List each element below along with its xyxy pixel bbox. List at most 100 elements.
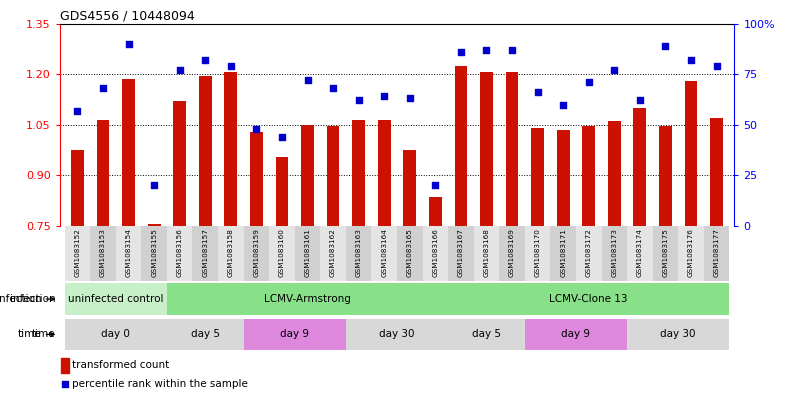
Text: GSM1083156: GSM1083156 (177, 228, 183, 277)
Bar (64, 283, 167, 315)
Point (327, 85, 340, 92)
Text: GSM1083175: GSM1083175 (662, 228, 669, 277)
Point (634, 97, 646, 104)
Text: GSM1083174: GSM1083174 (637, 228, 643, 277)
Bar (326, 127, 340, 226)
Text: GDS4556 / 10448094: GDS4556 / 10448094 (60, 9, 195, 22)
Text: GSM1083152: GSM1083152 (75, 228, 80, 277)
Text: day 5: day 5 (191, 329, 220, 340)
Text: GSM1083157: GSM1083157 (202, 228, 208, 277)
Text: GSM1083153: GSM1083153 (100, 228, 106, 277)
Text: day 9: day 9 (561, 329, 591, 340)
Bar (710, 118, 723, 226)
Bar (167, 226, 192, 281)
Bar (71, 150, 84, 226)
Text: GSM1083176: GSM1083176 (688, 228, 694, 277)
Bar (244, 319, 346, 350)
Bar (97, 120, 110, 226)
Bar (378, 120, 391, 226)
Bar (627, 226, 653, 281)
Text: GSM1083154: GSM1083154 (125, 228, 132, 277)
Bar (244, 226, 269, 281)
Bar (173, 101, 186, 226)
Text: GSM1083168: GSM1083168 (484, 228, 489, 277)
Bar (250, 132, 263, 226)
Point (276, 134, 288, 140)
Point (353, 97, 365, 104)
Point (378, 93, 391, 99)
Bar (582, 127, 596, 226)
Text: day 30: day 30 (661, 329, 696, 340)
Text: GSM1083160: GSM1083160 (279, 228, 285, 277)
Point (71, 107, 84, 114)
Bar (276, 157, 288, 226)
Text: GSM1083177: GSM1083177 (714, 228, 719, 277)
Text: GSM1083170: GSM1083170 (534, 228, 541, 277)
Bar (61, 358, 68, 373)
Bar (684, 81, 697, 226)
Point (403, 95, 416, 102)
Point (531, 89, 544, 95)
Point (582, 79, 595, 85)
Text: day 5: day 5 (472, 329, 501, 340)
Text: LCMV-Armstrong: LCMV-Armstrong (264, 294, 351, 304)
Text: GSM1083173: GSM1083173 (611, 228, 617, 277)
Bar (659, 127, 672, 226)
Bar (64, 319, 167, 350)
Bar (506, 72, 518, 226)
Point (148, 182, 160, 189)
Point (684, 57, 697, 63)
Text: LCMV-Clone 13: LCMV-Clone 13 (549, 294, 628, 304)
Text: day 9: day 9 (280, 329, 309, 340)
Text: infection: infection (0, 294, 41, 304)
Text: GSM1083166: GSM1083166 (433, 228, 438, 277)
Bar (64, 226, 91, 281)
Text: GSM1083161: GSM1083161 (305, 228, 310, 277)
Point (506, 47, 518, 53)
Bar (608, 121, 621, 226)
Text: uninfected control: uninfected control (68, 294, 164, 304)
Bar (141, 226, 167, 281)
Bar (320, 226, 346, 281)
Text: GSM1083159: GSM1083159 (253, 228, 260, 277)
Bar (474, 226, 499, 281)
Bar (422, 226, 448, 281)
Text: GSM1083163: GSM1083163 (356, 228, 361, 277)
Bar (122, 79, 135, 226)
Text: GSM1083158: GSM1083158 (228, 228, 233, 277)
Bar (148, 224, 160, 226)
Point (199, 57, 212, 63)
Bar (397, 226, 422, 281)
Point (97, 85, 110, 92)
Bar (225, 72, 237, 226)
Text: GSM1083165: GSM1083165 (407, 228, 413, 277)
Point (608, 67, 621, 73)
Point (429, 182, 441, 189)
Text: time: time (18, 329, 41, 340)
Bar (353, 120, 365, 226)
Bar (602, 226, 627, 281)
Bar (634, 108, 646, 226)
Text: GSM1083164: GSM1083164 (381, 228, 387, 277)
Bar (557, 130, 569, 226)
Point (301, 77, 314, 83)
Bar (403, 150, 416, 226)
Bar (448, 319, 525, 350)
Text: percentile rank within the sample: percentile rank within the sample (72, 379, 249, 389)
Bar (192, 226, 218, 281)
Bar (218, 226, 244, 281)
Bar (269, 226, 295, 281)
Bar (429, 197, 441, 226)
Text: infection: infection (10, 294, 56, 304)
Point (659, 43, 672, 49)
Bar (301, 125, 314, 226)
Bar (167, 319, 244, 350)
Bar (678, 226, 703, 281)
Bar (91, 226, 116, 281)
Bar (653, 226, 678, 281)
Text: GSM1083162: GSM1083162 (330, 228, 336, 277)
Text: GSM1083167: GSM1083167 (458, 228, 464, 277)
Text: day 0: day 0 (102, 329, 130, 340)
Bar (480, 72, 493, 226)
Bar (627, 319, 730, 350)
